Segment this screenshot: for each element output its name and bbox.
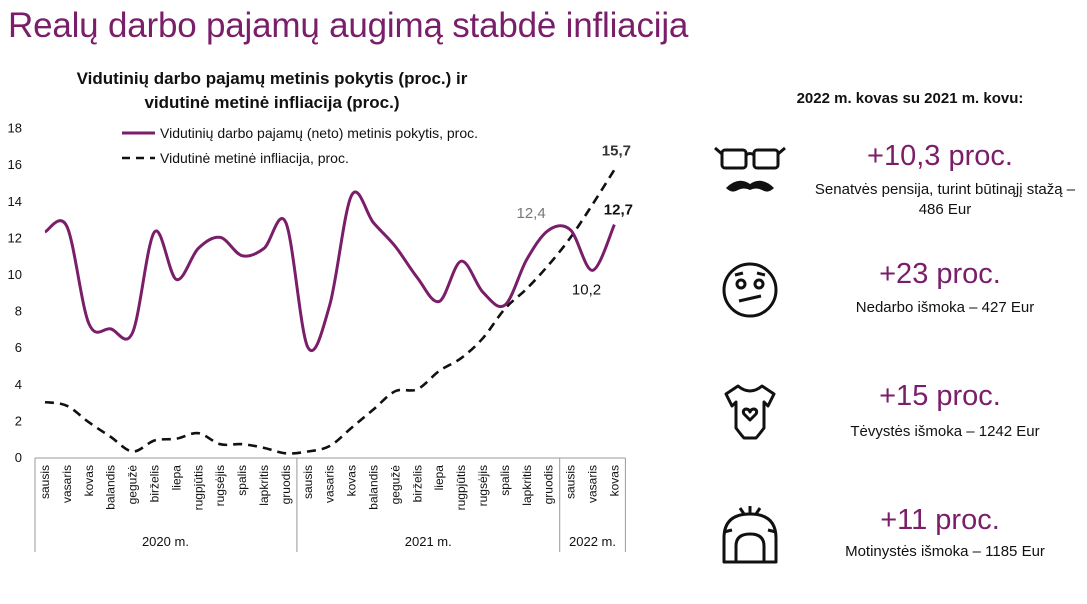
y-tick-label: 12 (8, 230, 22, 245)
stat-description: Tėvystės išmoka – 1242 Eur (850, 423, 1040, 440)
stat-card-maternity: +11 proc. Motinystės išmoka – 1185 Eur (700, 504, 1087, 604)
x-tick-label: lapkritis (257, 465, 271, 506)
chart-container: Vidutinių darbo pajamų metinis pokytis (… (0, 62, 640, 578)
y-tick-label: 18 (8, 121, 22, 136)
comparison-heading: 2022 m. kovas su 2021 m. kovu: (796, 90, 1024, 107)
x-tick-label: gegužė (126, 465, 140, 505)
x-tick-label: rugpjūtis (191, 465, 205, 510)
confused-face-icon (722, 262, 778, 318)
group-label: 2021 m. (405, 534, 452, 549)
x-tick-label: spalis (498, 465, 512, 496)
x-tick-label: balandis (367, 465, 381, 510)
stat-card-pension: +10,3 proc. Senatvės pensija, turint būt… (700, 140, 1087, 240)
y-tick-label: 10 (8, 267, 22, 282)
group-label: 2022 m. (569, 534, 616, 549)
x-tick-label: birželis (410, 465, 424, 502)
legend-label-income: Vidutinių darbo pajamų (neto) metinis po… (160, 125, 478, 141)
y-tick-label: 16 (8, 157, 22, 172)
data-label: 12,4 (516, 205, 545, 222)
line-chart: Vidutinių darbo pajamų metinis pokytis (… (8, 69, 633, 552)
x-tick-label: rugsėjis (476, 465, 490, 506)
legend-label-inflation: Vidutinė metinė infliacija, proc. (160, 150, 349, 166)
stat-description: Senatvės pensija, turint būtinąjį stažą … (814, 181, 1076, 218)
group-label: 2020 m. (142, 534, 189, 549)
x-tick-label: balandis (104, 465, 118, 510)
x-tick-label: kovas (82, 465, 96, 496)
x-tick-label: spalis (235, 465, 249, 496)
x-tick-label: gruodis (542, 465, 556, 504)
y-tick-label: 2 (15, 413, 22, 428)
x-tick-label: liepa (169, 465, 183, 491)
stat-card-unemployment: +23 proc. Nedarbo išmoka – 427 Eur (700, 258, 1087, 358)
series-line-income (44, 190, 616, 352)
x-tick-label: rugpjūtis (454, 465, 468, 510)
x-tick-label: vasaris (323, 465, 337, 503)
stat-card-paternity: +15 proc. Tėvystės išmoka – 1242 Eur (700, 380, 1087, 480)
series-line-inflation (44, 168, 616, 455)
x-tick-label: sausis (301, 465, 315, 499)
data-label: 10,2 (572, 281, 601, 298)
baby-bonnet-icon (722, 506, 778, 564)
x-tick-label: sausis (38, 465, 52, 499)
data-label: 12,7 (604, 202, 633, 219)
chart-title-line-2: vidutinė metinė infliacija (proc.) (144, 93, 399, 112)
y-tick-label: 6 (15, 340, 22, 355)
x-tick-label: liepa (432, 465, 446, 491)
x-tick-label: vasaris (586, 465, 600, 503)
stat-description: Nedarbo išmoka – 427 Eur (855, 299, 1035, 316)
stat-description: Motinystės išmoka – 1185 Eur (845, 543, 1045, 560)
x-tick-label: gegužė (388, 465, 402, 505)
y-tick-label: 4 (15, 377, 22, 392)
stat-value: +11 proc. (880, 504, 1000, 536)
x-tick-label: rugsėjis (213, 465, 227, 506)
x-tick-label: lapkritis (520, 465, 534, 506)
x-tick-label: gruodis (279, 465, 293, 504)
x-tick-label: birželis (148, 465, 162, 502)
x-tick-label: vasaris (60, 465, 74, 503)
chart-title-line-1: Vidutinių darbo pajamų metinis pokytis (… (77, 69, 468, 88)
y-tick-label: 8 (15, 304, 22, 319)
x-tick-label: kovas (345, 465, 359, 496)
y-tick-label: 14 (8, 194, 22, 209)
stat-value: +10,3 proc. (867, 140, 1013, 172)
page-title: Realų darbo pajamų augimą stabdė infliac… (8, 6, 689, 45)
stat-value: +15 proc. (879, 380, 1001, 412)
stat-value: +23 proc. (879, 258, 1001, 290)
x-tick-label: kovas (607, 465, 621, 496)
y-tick-label: 0 (15, 450, 22, 465)
x-tick-label: sausis (564, 465, 578, 499)
glasses-mustache-icon (714, 146, 786, 192)
baby-bodysuit-icon (724, 384, 776, 440)
data-label: 15,7 (602, 143, 631, 160)
